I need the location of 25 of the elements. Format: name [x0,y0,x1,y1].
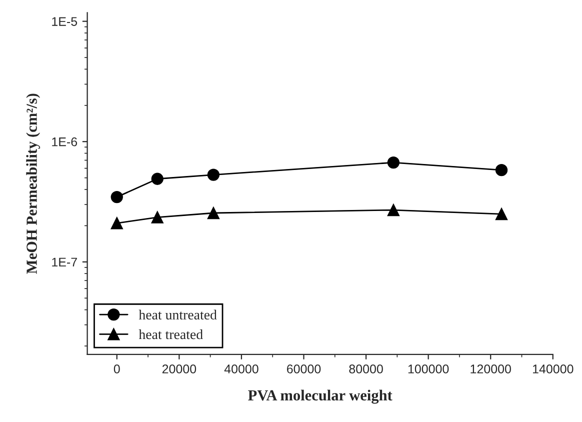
x-axis-title: PVA molecular weight [248,390,392,404]
point [387,156,400,169]
point [495,164,508,176]
y-tick-label: 1E-6 [52,137,78,146]
point [151,211,164,224]
point [151,172,164,185]
point [207,206,220,220]
x-tick-label: 20000 [162,364,196,374]
y-tick-label: 1E-7 [52,258,77,266]
point [110,190,123,204]
y-tick-label: 1E-5 [52,17,78,26]
x-tick-label: 40000 [224,364,258,374]
y-axis-title: MeOH Permeability (cm²/s) [26,94,40,274]
x-tick-label: 140000 [533,364,574,374]
x-tick-label: 120000 [470,364,511,374]
legend-label: heat treated [138,329,203,340]
point [387,204,400,216]
point [495,208,508,220]
x-tick-label: 0 [114,364,120,374]
point [110,217,123,230]
x-tick-label: 60000 [287,364,321,374]
point [207,168,220,181]
x-tick-label: 100000 [408,364,449,374]
x-tick-label: 80000 [349,364,383,374]
legend-label: heat untreated [138,310,217,320]
